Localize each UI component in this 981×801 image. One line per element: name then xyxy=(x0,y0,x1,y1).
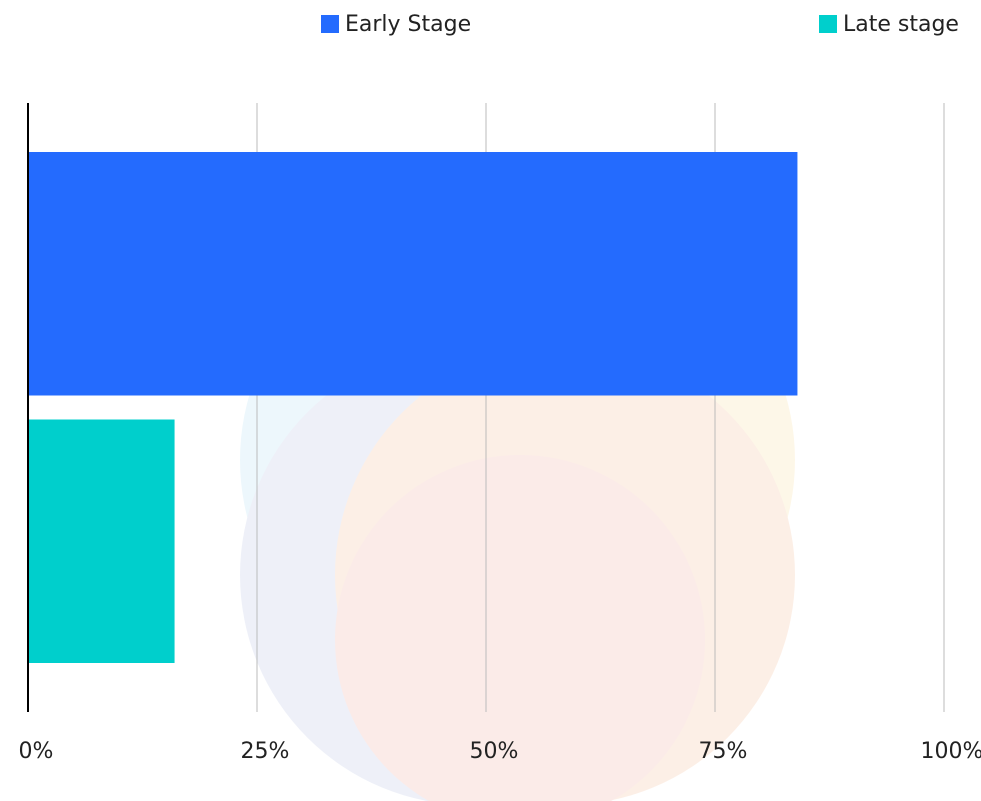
legend-label: Early Stage xyxy=(345,12,471,37)
bar xyxy=(28,419,175,663)
x-tick-label: 0% xyxy=(19,739,54,764)
legend-swatch xyxy=(321,15,339,33)
legend-swatch xyxy=(819,15,837,33)
x-tick-label: 50% xyxy=(470,739,519,764)
legend-label: Late stage xyxy=(843,12,959,37)
bar xyxy=(28,152,798,396)
x-tick-label: 25% xyxy=(241,739,290,764)
x-tick-label: 100% xyxy=(921,739,981,764)
x-tick-label: 75% xyxy=(699,739,748,764)
